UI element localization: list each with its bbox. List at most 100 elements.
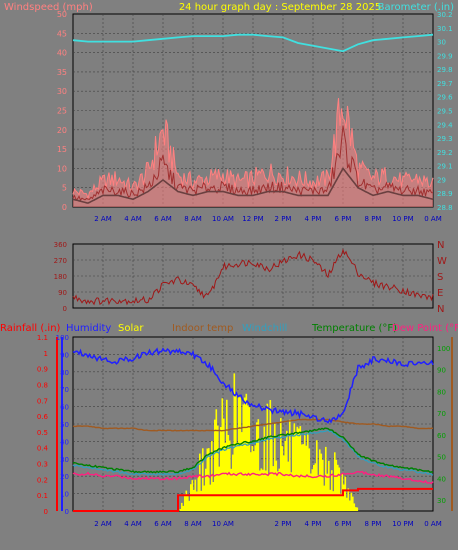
humidity-tick-label: 50 [60, 421, 69, 429]
solar-bar [200, 490, 203, 511]
time-tick-label: 6 AM [154, 520, 172, 528]
solar-bar [307, 432, 309, 511]
solar-bar [263, 426, 266, 511]
solar-bar [254, 445, 257, 511]
humidity-line [72, 347, 434, 424]
windspeed-tick-label: 45 [57, 29, 67, 38]
time-tick-label: 8 PM [365, 215, 382, 223]
temperature-line [72, 427, 434, 474]
barometer-tick-label: 28.9 [437, 190, 453, 198]
solar-bar [233, 373, 236, 511]
solar-bar [229, 440, 231, 511]
solar-bar [346, 497, 348, 511]
humidity-tick-label: 90 [60, 351, 69, 359]
solar-bar [190, 484, 192, 511]
temperature-tick-label: 100 [437, 345, 450, 353]
solar-bar [203, 485, 206, 511]
solar-bar [256, 422, 258, 511]
humidity-tick-label: 20 [60, 473, 69, 481]
solar-bar [280, 418, 282, 511]
barometer-tick-label: 30.2 [437, 11, 453, 19]
solar-bar [332, 491, 335, 511]
windchill-line [72, 429, 434, 476]
solar-bar [239, 397, 242, 511]
direction-tick-label: 0 [63, 305, 67, 313]
solar-bar [305, 445, 308, 511]
chart-title: 24 hour graph day : September 28 2025 [179, 2, 381, 13]
rainfall-line [73, 487, 433, 512]
solar-bar [266, 403, 269, 511]
temperature-tick-label: 60 [437, 432, 446, 440]
solar-bar [259, 470, 261, 511]
time-tick-label: 6 PM [335, 520, 352, 528]
solar-bar [286, 430, 288, 511]
rainfall-tick-label: 0.8 [37, 381, 48, 389]
solar-bar [331, 470, 333, 511]
solar-bar [311, 469, 314, 511]
temperature-tick-label: 80 [437, 388, 446, 396]
windspeed-tick-label: 30 [57, 87, 67, 96]
solar-bar [272, 466, 275, 511]
time-tick-label: 2 PM [275, 520, 292, 528]
solar-bar [335, 459, 338, 511]
solar-bar [250, 452, 252, 511]
solar-bar [334, 452, 336, 511]
wind-direction-line [72, 248, 434, 306]
solar-bar [206, 448, 209, 511]
solar-bar [236, 443, 239, 511]
barometer-tick-label: 29.1 [437, 163, 453, 171]
time-tick-label: 8 PM [365, 520, 382, 528]
solar-bar [205, 468, 207, 511]
solar-bar [293, 423, 296, 511]
barometer-tick-label: 29.2 [437, 149, 453, 157]
wind-mean-line [72, 166, 434, 204]
solar-bar [290, 472, 293, 511]
solar-bar [350, 492, 353, 511]
barometer-tick-label: 29.6 [437, 94, 453, 102]
solar-bar [356, 507, 359, 511]
solar-bar [217, 425, 219, 511]
solar-bar [202, 448, 204, 511]
solar-bar [247, 405, 249, 511]
rainfall-tick-label: 0.3 [37, 461, 48, 469]
rainfall-tick-label: 1.1 [37, 334, 48, 342]
solar-bar [313, 465, 315, 511]
solar-bar [184, 494, 186, 511]
direction-tick-label: 360 [54, 241, 67, 249]
solar-bar [304, 433, 306, 511]
barometer-tick-label: 29.7 [437, 80, 453, 88]
rainfall-tick-label: 0.2 [37, 476, 48, 484]
solar-bar [215, 409, 218, 511]
solar-bar [277, 471, 279, 511]
time-tick-label: 10 AM [212, 520, 234, 528]
solar-bar [287, 461, 290, 511]
humidity-label: Humidity [66, 323, 111, 334]
solar-bar [308, 448, 311, 511]
solar-bar [188, 500, 191, 511]
solar-bar [245, 393, 248, 511]
solar-bar [349, 500, 351, 511]
barometer-line [72, 33, 434, 53]
rainfall-tick-label: 0.5 [37, 429, 48, 437]
humidity-tick-label: 30 [60, 456, 69, 464]
humidity-tick-label: 100 [56, 334, 69, 342]
windspeed-tick-label: 20 [57, 126, 67, 135]
solar-bar [274, 422, 276, 511]
barometer-tick-label: 30 [437, 39, 446, 47]
solar-bar [214, 419, 216, 511]
weather-panel: 0 0.1 0.2 0.3 0.4 0.5 0.6 0.7 0.8 0.9 1 1.1 0 10 20 30 4… [37, 334, 453, 528]
direction-tick-label: 180 [54, 273, 67, 281]
humidity-tick-label: 40 [60, 438, 69, 446]
solar-bar [262, 469, 264, 511]
solar-bar [181, 502, 183, 511]
compass-label: N [437, 304, 444, 315]
solar-bar [208, 448, 210, 511]
solar-bar [316, 440, 318, 511]
time-tick-label: 8 AM [184, 520, 202, 528]
time-tick-label: 8 AM [184, 215, 202, 223]
wind-speed-line [72, 125, 434, 202]
solar-bar [343, 484, 345, 511]
barometer-tick-label: 29.4 [437, 121, 453, 129]
solar-bar [211, 441, 213, 511]
